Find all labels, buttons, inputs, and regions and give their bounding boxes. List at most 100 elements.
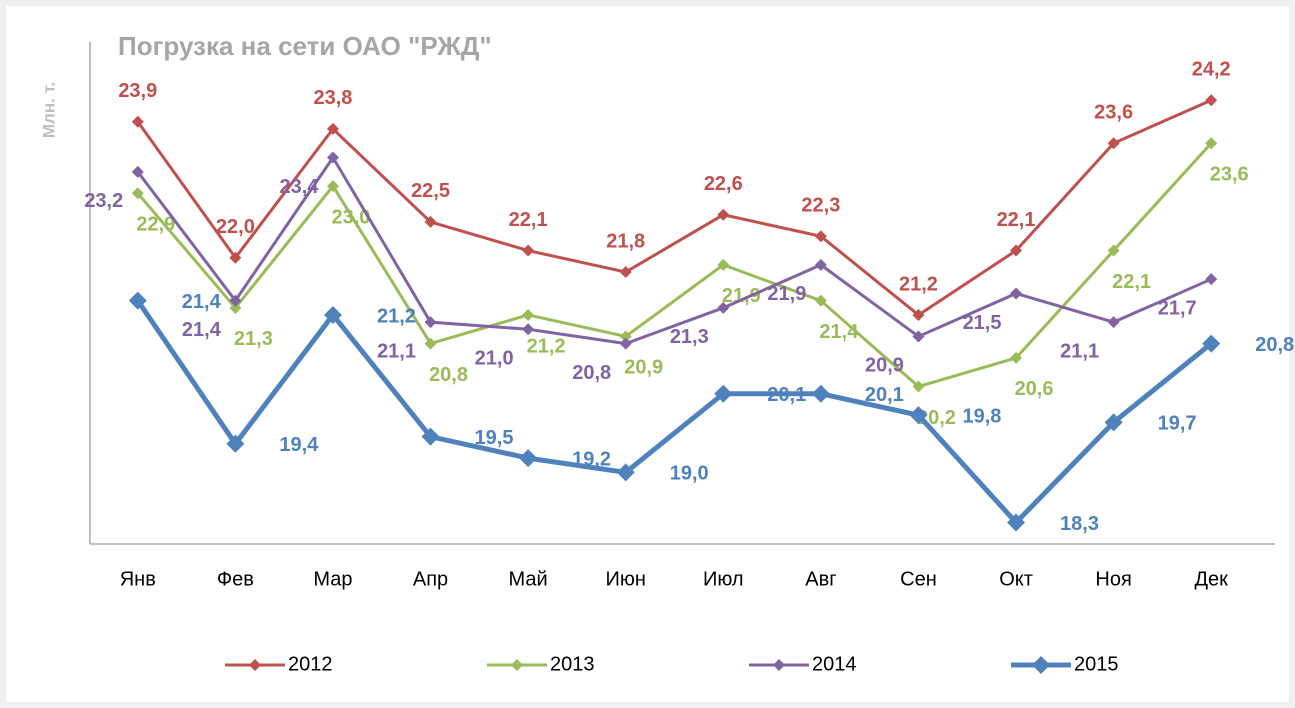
legend-label: 2012: [288, 653, 333, 675]
data-label: 20,1: [865, 384, 904, 406]
x-tick-label: Апр: [413, 568, 448, 590]
data-label: 22,1: [1112, 271, 1151, 293]
x-tick-label: Ноя: [1095, 568, 1131, 590]
data-point: [131, 165, 144, 178]
chart-background: [6, 6, 1289, 702]
data-label: 20,8: [572, 362, 611, 384]
data-label: 21,4: [182, 291, 222, 313]
data-point: [1010, 244, 1023, 257]
legend-marker: [773, 659, 785, 671]
legend-label: 2013: [550, 653, 595, 675]
data-label: 20,9: [624, 357, 663, 379]
data-point: [912, 308, 925, 321]
data-point: [522, 323, 535, 336]
data-label: 23,9: [118, 80, 157, 102]
data-point: [619, 330, 632, 343]
data-point: [717, 208, 730, 221]
x-tick-label: Фев: [217, 568, 254, 590]
data-point: [1007, 513, 1026, 532]
data-label: 19,4: [279, 434, 319, 456]
data-label: 20,6: [1015, 378, 1054, 400]
data-point: [1107, 244, 1120, 257]
data-label: 19,5: [475, 427, 514, 449]
data-point: [1010, 351, 1023, 364]
data-point: [717, 258, 730, 271]
x-tick-label: Сен: [900, 568, 937, 590]
data-label: 22,0: [216, 216, 255, 238]
data-point: [326, 151, 339, 164]
series-line: [136, 142, 1213, 389]
data-point: [326, 122, 339, 135]
data-point: [1107, 316, 1120, 329]
data-point: [323, 305, 342, 324]
data-point: [912, 330, 925, 343]
data-label: 19,7: [1158, 413, 1197, 435]
data-point: [424, 316, 437, 329]
data-label: 20,1: [767, 384, 806, 406]
data-point: [814, 230, 827, 243]
data-label: 21,1: [1060, 340, 1099, 362]
data-label: 19,2: [572, 448, 611, 470]
data-point: [522, 308, 535, 321]
data-point: [912, 380, 925, 393]
data-label: 20,9: [865, 355, 904, 377]
data-label: 24,2: [1192, 59, 1231, 81]
x-tick-label: Янв: [120, 568, 156, 590]
legend-marker: [249, 659, 261, 671]
data-label: 21,3: [234, 328, 273, 350]
legend-label: 2014: [812, 653, 857, 675]
data-label: 22,9: [136, 214, 175, 236]
data-point: [811, 384, 830, 403]
data-label: 23,6: [1094, 101, 1133, 123]
data-label: 21,2: [527, 335, 566, 357]
data-point: [229, 251, 242, 264]
series-line: [135, 299, 1213, 527]
data-point: [1205, 273, 1218, 286]
chart-title: Погрузка на сети ОАО "РЖД": [118, 31, 492, 61]
data-label: 21,9: [767, 283, 806, 305]
data-label: 22,3: [801, 195, 840, 217]
legend-marker: [1032, 656, 1050, 674]
x-tick-label: Май: [509, 568, 548, 590]
data-point: [909, 406, 928, 425]
data-label: 19,8: [962, 405, 1001, 427]
data-point: [1010, 287, 1023, 300]
data-point: [421, 427, 440, 446]
x-tick-label: Мар: [313, 568, 352, 590]
data-point: [424, 215, 437, 228]
data-label: 21,5: [963, 312, 1002, 334]
data-point: [1205, 94, 1218, 107]
data-point: [229, 301, 242, 314]
x-tick-label: Июн: [605, 568, 645, 590]
data-label: 21,2: [377, 305, 416, 327]
data-point: [226, 434, 245, 453]
x-tick-label: Дек: [1194, 568, 1228, 590]
data-label: 19,0: [670, 463, 709, 485]
legend-label: 2015: [1074, 653, 1119, 675]
data-point: [814, 294, 827, 307]
data-label: 23,8: [313, 87, 352, 109]
data-point: [619, 337, 632, 350]
data-point: [717, 301, 730, 314]
data-label: 22,5: [411, 180, 450, 202]
data-label: 23,0: [331, 206, 370, 228]
data-point: [714, 384, 733, 403]
data-point: [1202, 334, 1221, 353]
data-label: 23,4: [279, 176, 319, 198]
data-point: [1107, 137, 1120, 150]
data-point: [619, 266, 632, 279]
legend-marker: [511, 659, 523, 671]
data-label: 21,1: [377, 340, 416, 362]
y-axis-label: Млн. т.: [39, 82, 58, 138]
data-point: [1104, 413, 1123, 432]
data-label: 21,9: [722, 285, 761, 307]
data-point: [128, 291, 147, 310]
series-line: [136, 154, 1212, 346]
data-point: [814, 258, 827, 271]
data-label: 22,1: [997, 209, 1036, 231]
data-point: [326, 180, 339, 193]
data-label: 21,3: [670, 326, 709, 348]
data-label: 18,3: [1060, 513, 1099, 535]
data-label: 20,8: [1255, 334, 1294, 356]
